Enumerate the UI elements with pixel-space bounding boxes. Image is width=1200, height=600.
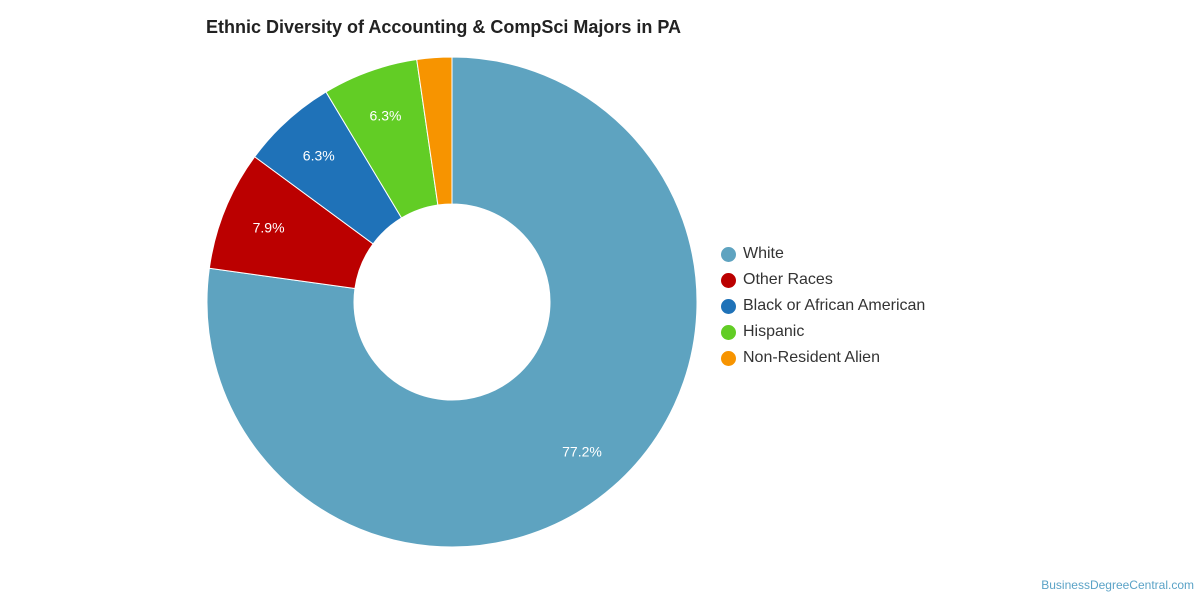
slice-labels: 77.2% 7.9% 6.3% 6.3% <box>253 107 602 459</box>
slice-label-black-or-african-american: 6.3% <box>303 148 335 164</box>
legend-swatch-icon <box>721 272 736 288</box>
slice-label-hispanic: 6.3% <box>370 107 402 123</box>
legend-swatch-icon <box>721 350 736 366</box>
legend-swatch-icon <box>721 324 736 340</box>
donut-slices <box>206 56 698 548</box>
legend-item-other-races[interactable]: Other Races <box>721 267 925 293</box>
legend-item-non-resident-alien[interactable]: Non-Resident Alien <box>721 345 925 371</box>
slice-white[interactable] <box>206 56 698 548</box>
legend-label: White <box>743 245 784 262</box>
legend-swatch-icon <box>721 298 736 314</box>
slice-label-white: 77.2% <box>562 443 602 459</box>
legend-label: Other Races <box>743 271 833 288</box>
legend-item-black-or-african-american[interactable]: Black or African American <box>721 293 925 319</box>
legend-swatch-icon <box>721 246 736 262</box>
legend-item-hispanic[interactable]: Hispanic <box>721 319 925 345</box>
slice-non-resident-alien[interactable] <box>416 56 453 206</box>
legend-label: Hispanic <box>743 323 805 340</box>
legend-label: Non-Resident Alien <box>743 349 880 366</box>
chart-title: Ethnic Diversity of Accounting & CompSci… <box>206 17 682 37</box>
legend-item-white[interactable]: White <box>721 241 925 267</box>
legend-label: Black or African American <box>743 297 926 314</box>
slice-label-other-races: 7.9% <box>253 219 285 235</box>
source-credit[interactable]: BusinessDegreeCentral.com <box>1041 578 1194 592</box>
chart-legend: White Other Races Black or African America… <box>721 241 925 371</box>
